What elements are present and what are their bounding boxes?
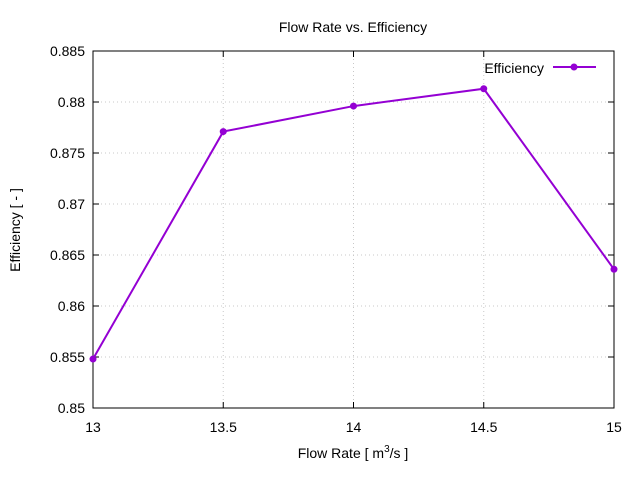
chart-title: Flow Rate vs. Efficiency xyxy=(279,19,427,35)
y-axis-label: Efficiency [ - ] xyxy=(7,188,23,272)
grid xyxy=(93,51,614,408)
y-tick-label: 0.885 xyxy=(50,43,85,59)
x-axis-label-prefix: Flow Rate [ m xyxy=(298,445,384,461)
y-tick-label: 0.88 xyxy=(58,94,85,110)
legend: Efficiency xyxy=(484,60,596,76)
x-axis-label: Flow Rate [ m3/s ] xyxy=(298,444,409,461)
x-tick-label: 14 xyxy=(346,419,362,435)
data-point xyxy=(219,128,227,136)
data-point xyxy=(480,85,488,93)
x-axis-label-sup: 3 xyxy=(384,444,390,455)
y-tick-label: 0.855 xyxy=(50,349,85,365)
data-point xyxy=(350,102,357,110)
x-tick-label: 14.5 xyxy=(470,419,497,435)
series xyxy=(89,85,618,363)
y-tick-label: 0.86 xyxy=(58,298,85,314)
x-tick-label: 13.5 xyxy=(210,419,237,435)
x-tick-label: 13 xyxy=(85,419,101,435)
data-point xyxy=(89,355,97,363)
data-point xyxy=(610,265,618,273)
legend-label: Efficiency xyxy=(484,60,544,76)
y-tick-label: 0.87 xyxy=(58,196,85,212)
ticks: 0.85 0.855 0.86 0.865 0.87 0.875 0.88 0.885 13 13… xyxy=(50,43,622,435)
y-tick-label: 0.875 xyxy=(50,145,85,161)
x-axis-label-suffix: /s ] xyxy=(390,445,409,461)
y-tick-label: 0.85 xyxy=(58,400,85,416)
legend-marker xyxy=(570,63,578,71)
plot-border xyxy=(92,50,615,409)
x-tick-label: 15 xyxy=(606,419,622,435)
y-tick-label: 0.865 xyxy=(50,247,85,263)
